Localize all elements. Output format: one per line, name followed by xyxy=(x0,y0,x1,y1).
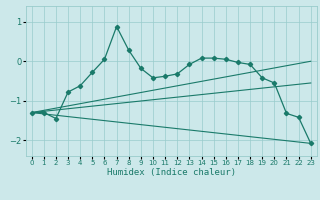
X-axis label: Humidex (Indice chaleur): Humidex (Indice chaleur) xyxy=(107,168,236,177)
